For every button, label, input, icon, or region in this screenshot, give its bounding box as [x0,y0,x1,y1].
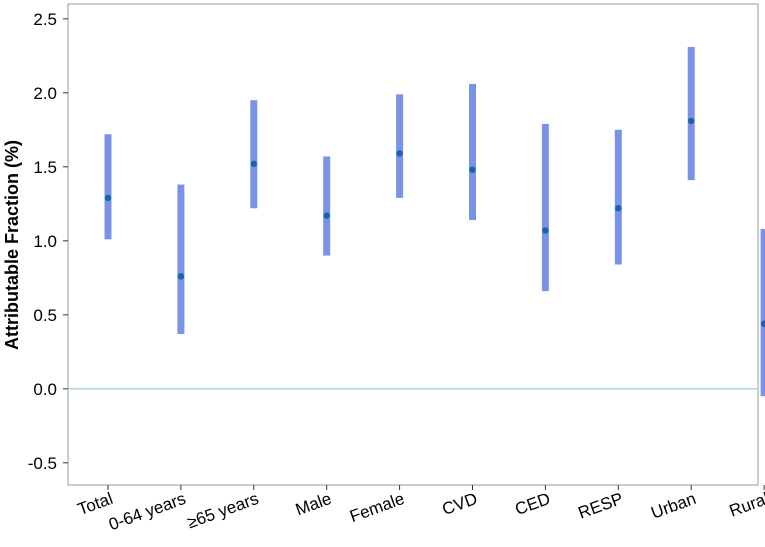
interval-bars [104,46,765,397]
x-tick-label: CVD [440,489,480,519]
estimate-points [104,117,765,327]
estimate-point [469,166,476,173]
x-tick-label: CED [513,489,553,519]
interval-bar [250,100,258,209]
estimate-point [177,273,185,280]
y-tick-label: 1.5 [33,158,57,177]
x-tick-label: Urban [649,489,699,523]
x-tick-label: 0-64 years [106,489,188,534]
interval-bar [760,228,765,397]
estimate-point [104,194,112,202]
estimate-point [615,205,622,212]
x-tick-label: Male [293,489,334,519]
y-tick-label: 2.5 [33,10,57,29]
interval-bar [104,134,112,240]
interval-bar [396,94,404,198]
x-tick-label: RESP [576,489,626,523]
estimate-point [250,160,257,168]
interval-bar [541,123,549,292]
y-tick-label: -0.5 [28,454,57,473]
interval-bar [687,46,695,181]
y-tick-label: 0.0 [33,380,57,399]
x-tick-label: Female [347,489,407,526]
plot-frame [67,3,759,486]
x-tick-label: ≥65 years [185,489,262,532]
interval-bar [469,83,476,221]
x-tick-label: Rural [727,489,765,521]
interval-bar [177,184,185,335]
estimate-point [542,227,549,234]
y-tick-label: 1.0 [33,232,57,251]
interval-bar [614,129,622,265]
interval-bar [323,156,331,256]
estimate-point [688,117,695,125]
estimate-point [323,212,330,219]
y-axis-ticks: -0.5 0.0 0.5 1.0 1.5 2.0 2.5 [28,10,68,473]
estimate-point [760,320,765,327]
y-tick-label: 0.5 [33,306,57,325]
y-axis-title: Attributable Fraction (%) [2,140,22,350]
y-tick-label: 2.0 [33,84,57,103]
estimate-point [396,150,403,157]
